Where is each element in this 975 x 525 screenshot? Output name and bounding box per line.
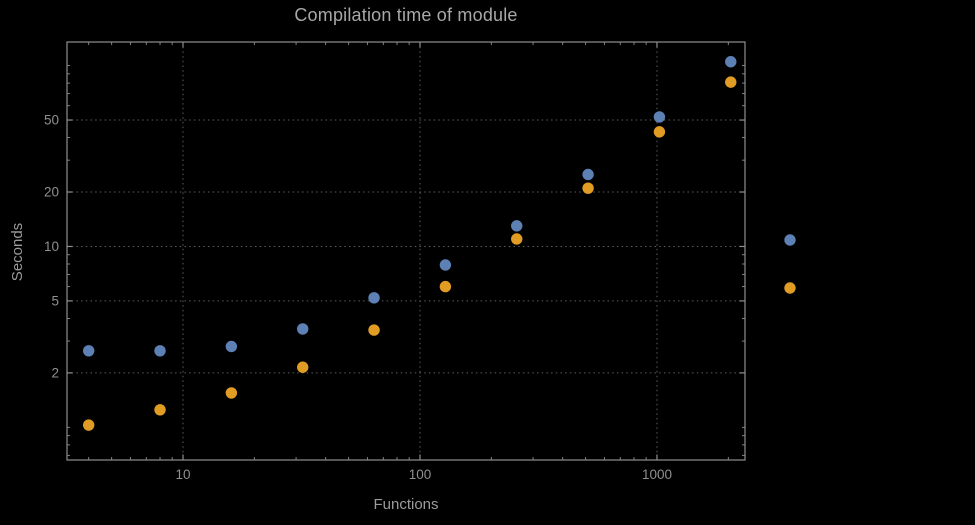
data-point-series-1-blue [653, 111, 666, 123]
data-point-series-1-blue [154, 345, 166, 357]
x-axis-label: Functions [373, 496, 439, 513]
data-point-series-1-blue [368, 292, 380, 304]
data-point-series-2-orange [511, 233, 523, 245]
data-point-series-1-blue [225, 340, 238, 353]
data-point-series-2-orange [297, 361, 309, 373]
y-tick-label: 20 [44, 185, 59, 200]
y-tick-label: 10 [44, 239, 59, 254]
data-point-series-1-blue [511, 220, 523, 232]
data-point-series-2-orange [725, 76, 737, 88]
x-tick-label: 10 [175, 467, 190, 482]
data-point-series-2-orange [82, 419, 95, 431]
data-point-series-1-blue [439, 259, 452, 271]
data-point-series-2-orange [368, 324, 380, 336]
y-tick-label: 5 [51, 293, 59, 308]
data-point-series-2-orange [582, 182, 594, 194]
data-point-series-1-blue [82, 345, 95, 357]
y-axis-label: Seconds [9, 222, 26, 282]
data-point-series-1-blue [582, 168, 594, 181]
y-tick-label: 2 [51, 365, 59, 380]
data-point-series-2-orange [225, 387, 238, 399]
data-point-series-2-orange [154, 404, 166, 416]
x-tick-label: 1000 [642, 467, 672, 482]
legend-marker-series-1-blue [784, 234, 796, 246]
y-tick-label: 50 [44, 113, 59, 128]
chart-title: Compilation time of module [294, 5, 518, 25]
data-point-series-1-blue [297, 323, 309, 335]
legend-marker-series-2-orange [784, 282, 796, 294]
data-point-series-2-orange [439, 280, 452, 293]
data-point-series-2-orange [653, 126, 666, 138]
x-tick-label: 100 [409, 467, 432, 482]
data-point-series-1-blue [725, 56, 737, 68]
plot-frame [66, 41, 746, 461]
